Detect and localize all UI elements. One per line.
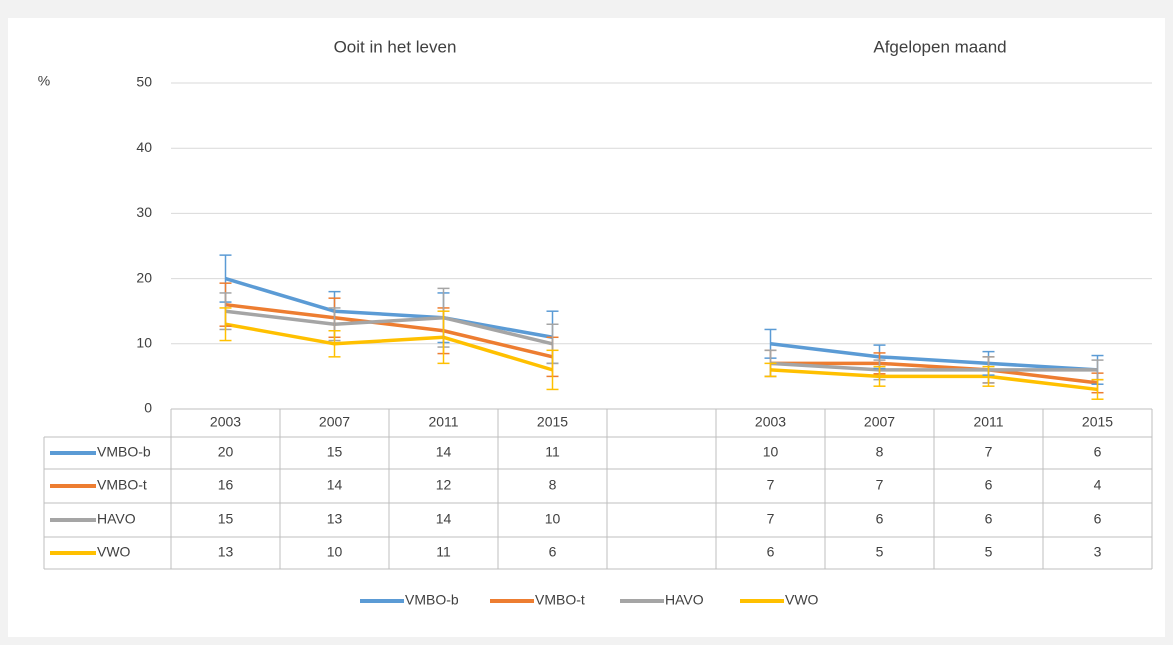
table-cell: 13	[327, 511, 343, 527]
table-cell: 14	[436, 511, 452, 527]
panel-title: Ooit in het leven	[334, 37, 457, 56]
table-cell: 14	[436, 444, 452, 460]
table-cell: 14	[327, 477, 343, 493]
table-cell: 15	[218, 511, 234, 527]
y-tick-label: 0	[144, 400, 152, 416]
y-axis-label: %	[38, 73, 50, 89]
x-tick-label: 2011	[973, 414, 1003, 430]
table-cell: 6	[985, 511, 993, 527]
table-cell: 6	[1094, 511, 1102, 527]
table-cell: 8	[549, 477, 557, 493]
table-cell: 6	[1094, 444, 1102, 460]
table-cell: 12	[436, 477, 452, 493]
table-row-label: HAVO	[97, 511, 136, 527]
table-cell: 7	[876, 477, 884, 493]
y-tick-label: 20	[136, 269, 152, 285]
x-tick-label: 2011	[428, 414, 458, 430]
table-cell: 10	[327, 544, 343, 560]
table-cell: 6	[876, 511, 884, 527]
table-cell: 6	[985, 477, 993, 493]
table-cell: 7	[985, 444, 993, 460]
table-cell: 4	[1094, 477, 1102, 493]
table-cell: 16	[218, 477, 234, 493]
table-cell: 6	[549, 544, 557, 560]
error-bar	[546, 349, 559, 391]
table-row-label: VMBO-b	[97, 444, 151, 460]
series-line	[225, 309, 1098, 372]
y-tick-label: 30	[136, 204, 152, 220]
series-line	[225, 322, 1098, 392]
table-cell: 5	[876, 544, 884, 560]
y-tick-label: 50	[136, 74, 152, 90]
x-tick-label: 2007	[319, 414, 350, 430]
table-cell: 11	[545, 444, 560, 460]
error-bar	[764, 362, 777, 378]
error-bar	[1091, 378, 1104, 400]
x-tick-label: 2007	[864, 414, 895, 430]
table-cell: 7	[767, 511, 775, 527]
legend-label: VWO	[785, 592, 819, 608]
table-cell: 3	[1094, 544, 1102, 560]
x-tick-label: 2015	[1082, 414, 1113, 430]
table-cell: 20	[218, 444, 234, 460]
table-cell: 7	[767, 477, 775, 493]
table-cell: 15	[327, 444, 343, 460]
error-bar	[982, 365, 995, 387]
table-cell: 8	[876, 444, 884, 460]
error-bar	[219, 307, 232, 342]
error-bar	[437, 310, 450, 365]
series-line	[225, 302, 1098, 385]
x-tick-label: 2003	[755, 414, 786, 430]
legend-label: VMBO-t	[535, 592, 585, 608]
table-cell: 10	[545, 511, 561, 527]
panel-title: Afgelopen maand	[873, 37, 1006, 56]
table-cell: 13	[218, 544, 234, 560]
table-row-label: VWO	[97, 544, 131, 560]
table-cell: 10	[763, 444, 779, 460]
x-tick-label: 2003	[210, 414, 241, 430]
legend-label: VMBO-b	[405, 592, 459, 608]
y-tick-label: 40	[136, 139, 152, 155]
chart-background	[8, 18, 1165, 637]
y-tick-label: 10	[136, 335, 152, 351]
error-bar	[873, 365, 886, 387]
legend-label: HAVO	[665, 592, 704, 608]
x-tick-label: 2015	[537, 414, 568, 430]
table-cell: 5	[985, 544, 993, 560]
error-bar	[328, 330, 341, 358]
series-line	[224, 276, 1098, 372]
table-row-label: VMBO-t	[97, 477, 147, 493]
table-cell: 6	[767, 544, 775, 560]
table-cell: 11	[436, 544, 451, 560]
